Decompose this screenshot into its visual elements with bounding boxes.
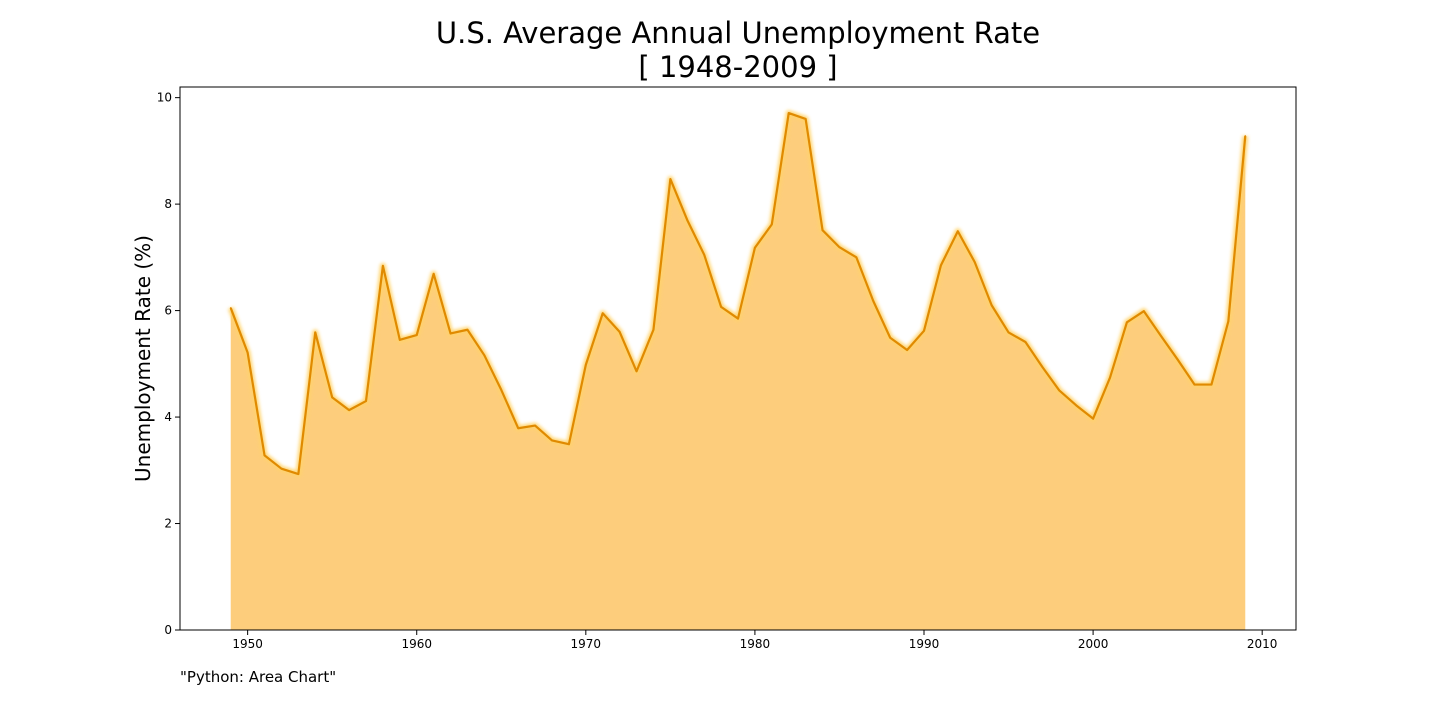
data-point — [635, 370, 638, 373]
data-point — [1058, 389, 1061, 392]
data-point — [601, 312, 604, 315]
data-point — [652, 328, 655, 331]
data-point — [957, 230, 959, 233]
x-tick-label: 1960 — [401, 637, 432, 651]
x-tick-label: 2000 — [1078, 637, 1109, 651]
data-point — [940, 264, 942, 267]
data-point — [990, 304, 993, 307]
data-point — [720, 306, 722, 308]
data-point — [906, 349, 908, 351]
data-point — [382, 265, 384, 267]
data-point — [754, 246, 756, 249]
data-point — [1244, 135, 1247, 137]
chart-title: U.S. Average Annual Unemployment Rate — [435, 16, 1041, 50]
x-tick-label: 1990 — [909, 637, 940, 651]
data-point — [787, 112, 790, 114]
data-point — [1227, 320, 1230, 323]
y-tick-label: 8 — [164, 197, 172, 211]
data-point — [500, 389, 503, 391]
data-point — [534, 424, 536, 427]
y-axis-label: Unemployment Rate (%) — [131, 235, 155, 482]
data-point — [737, 317, 739, 320]
data-point — [280, 467, 283, 470]
data-point — [348, 409, 350, 411]
chart-subtitle: [ 1948-2009 ] — [638, 50, 838, 84]
area-fill — [230, 113, 1246, 630]
data-point — [568, 443, 570, 446]
data-point — [669, 178, 672, 180]
data-point — [703, 253, 705, 256]
data-point — [263, 454, 266, 457]
data-point — [331, 396, 333, 399]
data-point — [1193, 383, 1196, 386]
data-point — [855, 256, 858, 259]
data-point — [1159, 334, 1162, 337]
x-tick-label: 1950 — [232, 637, 263, 651]
data-point — [1007, 331, 1010, 334]
data-point — [973, 261, 976, 263]
data-point — [365, 400, 367, 402]
data-point — [923, 330, 925, 332]
chart-title-block: U.S. Average Annual Unemployment Rate [ … — [180, 16, 1296, 84]
y-tick-label: 0 — [164, 623, 172, 637]
y-tick-label: 6 — [164, 304, 172, 318]
data-point — [399, 339, 401, 341]
data-point — [297, 473, 300, 475]
data-point — [1126, 321, 1128, 324]
x-tick-label: 1980 — [740, 637, 771, 651]
x-tick-label: 1970 — [571, 637, 602, 651]
data-point — [1210, 383, 1213, 386]
data-point — [804, 118, 807, 120]
y-tick-label: 2 — [164, 517, 172, 531]
data-point — [1176, 358, 1179, 361]
data-point — [1143, 310, 1145, 312]
chart-caption: "Python: Area Chart" — [180, 668, 337, 686]
data-point — [872, 300, 875, 302]
data-point — [449, 332, 452, 335]
plot-frame — [179, 86, 1297, 631]
data-point — [551, 439, 553, 442]
data-point — [432, 273, 435, 275]
data-point — [1109, 376, 1111, 379]
data-point — [483, 354, 486, 357]
data-point — [229, 307, 232, 309]
data-point — [314, 331, 317, 334]
data-point — [618, 331, 621, 333]
data-point — [821, 229, 824, 232]
data-point — [686, 219, 689, 221]
y-tick-label: 4 — [164, 410, 172, 424]
data-point — [889, 336, 891, 339]
data-point — [1024, 341, 1027, 343]
data-point — [1092, 417, 1094, 420]
data-point — [771, 223, 773, 226]
x-tick-label: 2010 — [1247, 637, 1278, 651]
data-point — [1041, 366, 1044, 368]
data-point — [1075, 404, 1077, 407]
data-point — [246, 351, 249, 354]
data-point — [517, 427, 519, 430]
data-point — [838, 246, 841, 249]
data-point — [466, 328, 469, 331]
data-point — [415, 334, 418, 336]
data-point — [585, 364, 587, 366]
y-tick-label: 10 — [157, 91, 172, 105]
